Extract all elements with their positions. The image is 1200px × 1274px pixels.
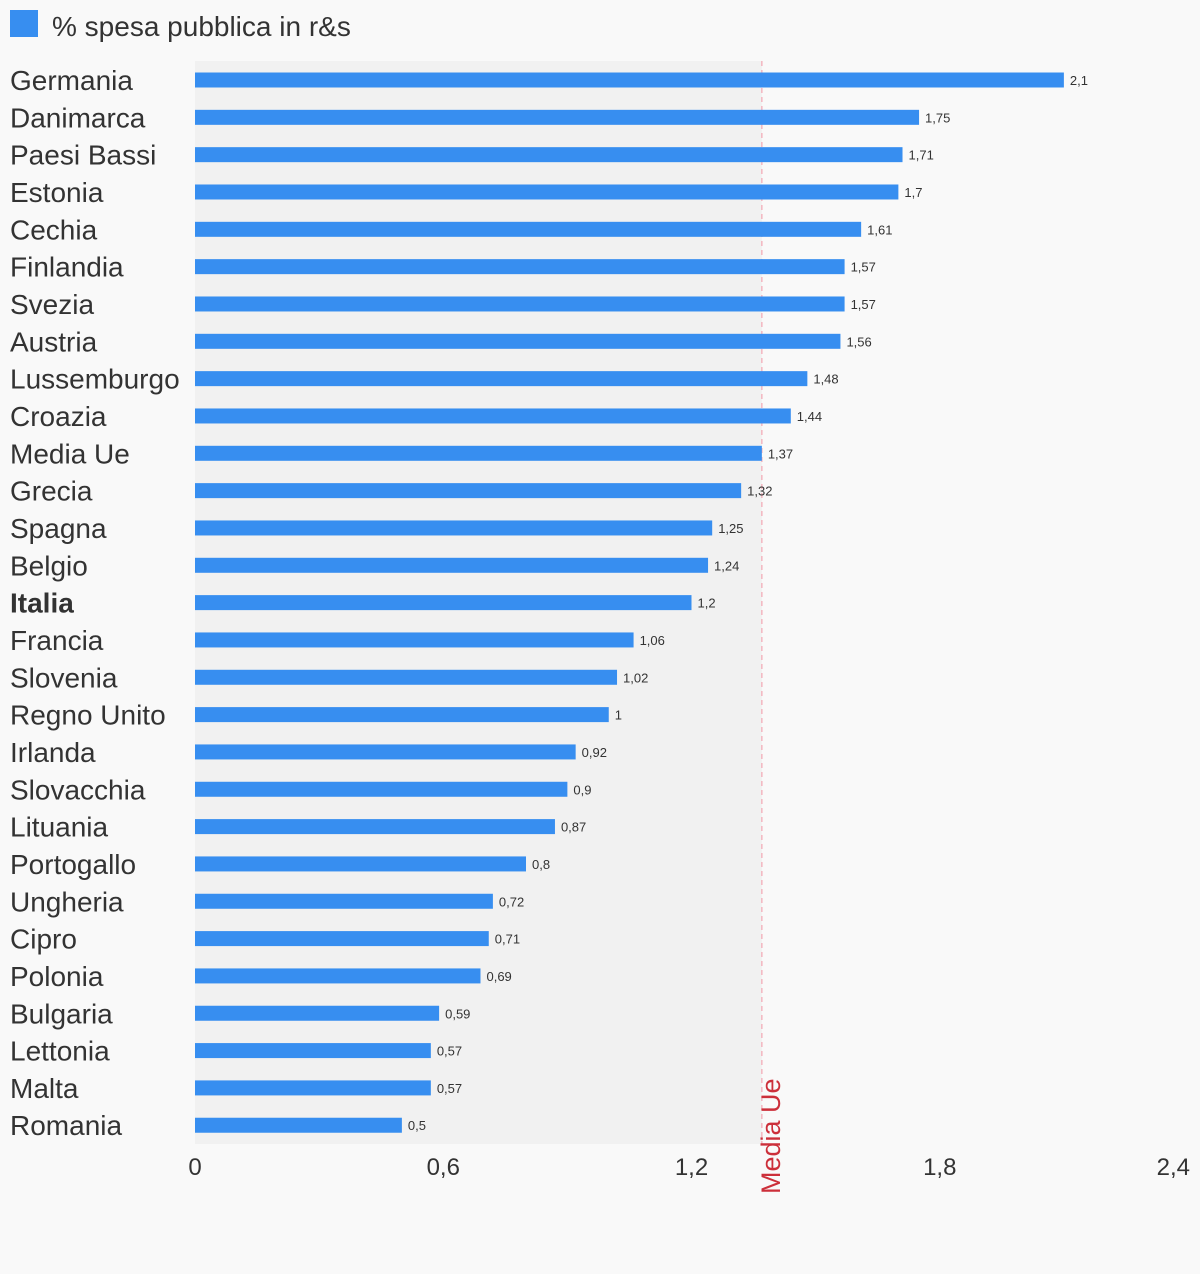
bar-belgio — [195, 557, 709, 573]
category-label: Austria — [10, 326, 98, 357]
value-label: 0,87 — [561, 820, 586, 835]
category-label: Germania — [10, 65, 133, 96]
category-label: Media Ue — [10, 438, 130, 469]
value-label: 1,61 — [867, 222, 892, 237]
category-label: Portogallo — [10, 849, 136, 880]
value-label: 0,5 — [408, 1118, 426, 1133]
bar-portogallo — [195, 856, 526, 872]
value-label: 1,25 — [718, 521, 743, 536]
bar-ungheria — [195, 893, 493, 909]
category-label: Italia — [10, 588, 74, 619]
bar-polonia — [195, 968, 481, 984]
category-label: Grecia — [10, 476, 93, 507]
category-label: Cechia — [10, 214, 98, 245]
bar-croazia — [195, 408, 791, 424]
bar-danimarca — [195, 109, 920, 125]
value-label: 1,44 — [797, 409, 822, 424]
bar-austria — [195, 333, 841, 349]
value-label: 0,69 — [486, 969, 511, 984]
x-tick-label: 0,6 — [427, 1154, 460, 1181]
value-label: 2,1 — [1070, 73, 1088, 88]
x-tick-label: 1,2 — [675, 1154, 708, 1181]
category-label: Estonia — [10, 177, 104, 208]
bar-germania — [195, 72, 1064, 88]
bar-lettonia — [195, 1043, 431, 1059]
bar-cipro — [195, 931, 489, 947]
category-label: Belgio — [10, 550, 88, 581]
bar-grecia — [195, 483, 742, 499]
bar-romania — [195, 1117, 402, 1133]
value-label: 0,8 — [532, 857, 550, 872]
category-label: Regno Unito — [10, 700, 166, 731]
x-tick-label: 2,4 — [1157, 1154, 1190, 1181]
bar-cechia — [195, 221, 862, 237]
bar-lituania — [195, 819, 555, 835]
value-label: 1,06 — [640, 633, 665, 648]
value-label: 1,7 — [904, 185, 922, 200]
value-label: 1,02 — [623, 670, 648, 685]
bar-regno-unito — [195, 707, 609, 723]
bar-italia — [195, 595, 692, 611]
bar-spagna — [195, 520, 713, 536]
category-label: Svezia — [10, 289, 94, 320]
value-label: 0,9 — [573, 782, 591, 797]
value-label: 1,71 — [909, 148, 934, 163]
reference-line-label: Media Ue — [756, 1078, 786, 1194]
bar-francia — [195, 632, 634, 648]
bar-bulgaria — [195, 1005, 440, 1021]
bar-malta — [195, 1080, 431, 1096]
category-label: Cipro — [10, 924, 77, 955]
legend-label: % spesa pubblica in r&s — [52, 11, 351, 42]
category-label: Danimarca — [10, 102, 146, 133]
bar-paesi-bassi — [195, 147, 903, 163]
category-label: Croazia — [10, 401, 107, 432]
category-label: Bulgaria — [10, 998, 113, 1029]
value-label: 1,57 — [851, 297, 876, 312]
bar-estonia — [195, 184, 899, 200]
category-label: Romania — [10, 1110, 122, 1141]
value-label: 1,75 — [925, 110, 950, 125]
value-label: 0,59 — [445, 1006, 470, 1021]
category-label: Francia — [10, 625, 104, 656]
category-label: Ungheria — [10, 886, 124, 917]
value-label: 0,92 — [582, 745, 607, 760]
legend-swatch — [10, 10, 38, 37]
category-label: Lituania — [10, 812, 109, 843]
value-label: 1,56 — [846, 334, 871, 349]
bar-finlandia — [195, 259, 845, 275]
value-label: 0,57 — [437, 1044, 462, 1059]
value-label: 1,48 — [813, 372, 838, 387]
bar-media-ue — [195, 445, 762, 461]
category-label: Malta — [10, 1073, 79, 1104]
value-label: 1 — [615, 708, 622, 723]
value-label: 1,57 — [851, 260, 876, 275]
bar-lussemburgo — [195, 371, 808, 387]
value-label: 0,71 — [495, 932, 520, 947]
value-label: 1,24 — [714, 558, 739, 573]
x-tick-label: 1,8 — [923, 1154, 956, 1181]
bar-slovacchia — [195, 781, 568, 797]
category-label: Lettonia — [10, 1036, 110, 1067]
value-label: 1,2 — [698, 596, 716, 611]
category-label: Polonia — [10, 961, 104, 992]
category-label: Finlandia — [10, 252, 124, 283]
category-label: Paesi Bassi — [10, 140, 156, 171]
bar-irlanda — [195, 744, 576, 760]
bar-slovenia — [195, 669, 618, 685]
category-label: Slovenia — [10, 662, 118, 693]
category-label: Spagna — [10, 513, 107, 544]
category-label: Lussemburgo — [10, 364, 180, 395]
value-label: 1,32 — [747, 484, 772, 499]
value-label: 0,72 — [499, 894, 524, 909]
value-label: 1,37 — [768, 446, 793, 461]
x-tick-label: 0 — [188, 1154, 201, 1181]
category-label: Slovacchia — [10, 774, 146, 805]
category-label: Irlanda — [10, 737, 96, 768]
value-label: 0,57 — [437, 1081, 462, 1096]
bar-svezia — [195, 296, 845, 312]
